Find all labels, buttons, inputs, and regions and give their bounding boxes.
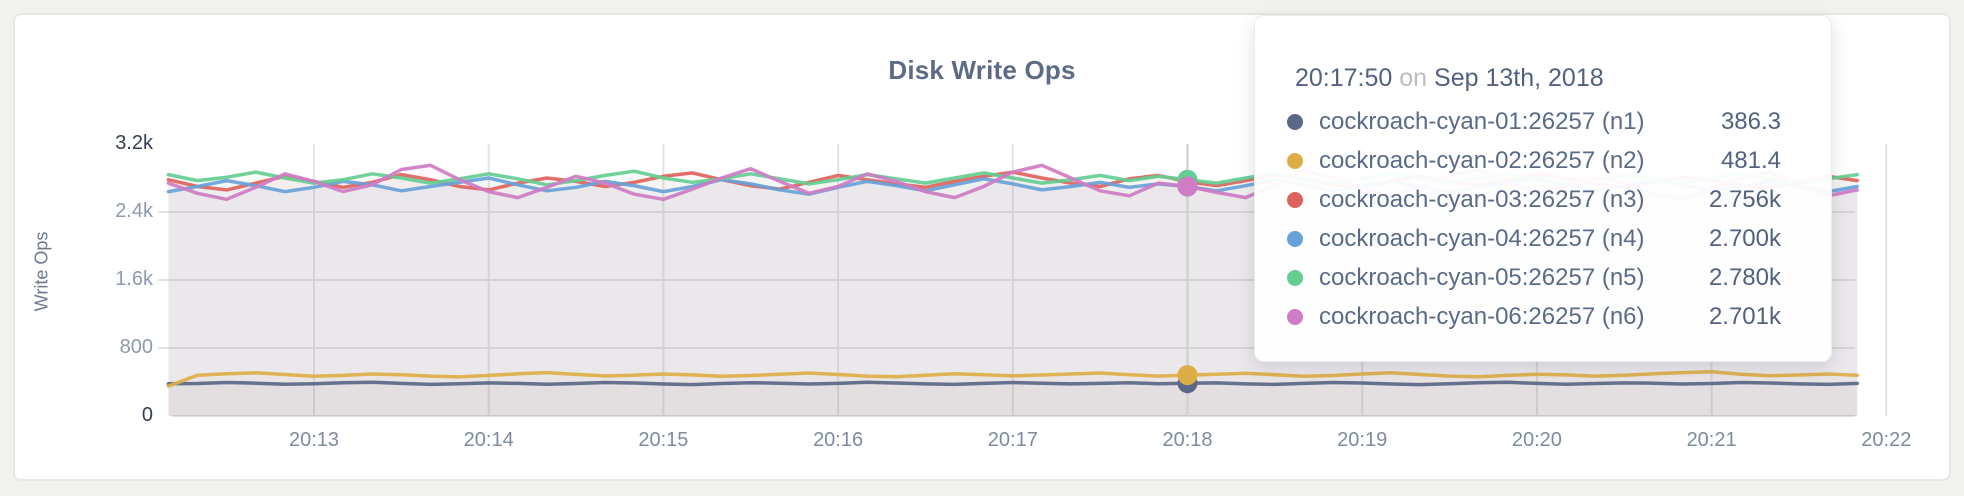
series-line <box>166 380 1859 387</box>
chart-card: Disk Write Ops Write Ops 0 800 1.6k 2.4k 3.2… <box>13 13 1951 481</box>
tooltip-series-label: cockroach-cyan-03:26257 (n3) <box>1319 185 1645 213</box>
hover-dot <box>1177 176 1198 197</box>
x-tick-label: 20:14 <box>463 429 514 451</box>
x-tick-label: 20:17 <box>987 429 1038 451</box>
tooltip-series-value: 2.700k <box>1708 224 1781 252</box>
x-tick-label: 20:21 <box>1686 429 1737 451</box>
tooltip-series-value: 481.4 <box>1720 146 1781 174</box>
tooltip-series-label: cockroach-cyan-05:26257 (n5) <box>1319 263 1645 291</box>
y-tick-label: 3.2k <box>115 132 153 154</box>
series-color-dot-icon <box>1287 230 1303 247</box>
series-color-dot-icon <box>1287 308 1303 325</box>
x-tick-label: 20:13 <box>288 429 340 451</box>
tooltip-series-label: cockroach-cyan-01:26257 (n1) <box>1319 107 1645 135</box>
tooltip-time: 20:17:50 <box>1295 64 1393 92</box>
tooltip-series-value: 2.756k <box>1708 185 1781 213</box>
tooltip-header: 20:17:50 on Sep 13th, 2018 <box>1295 64 1604 93</box>
x-tick-label: 20:22 <box>1861 429 1912 451</box>
tooltip-series-label: cockroach-cyan-04:26257 (n4) <box>1319 224 1645 252</box>
tooltip-row: cockroach-cyan-03:26257 (n3) 2.756k <box>1255 180 1831 219</box>
tooltip-date: Sep 13th, 2018 <box>1434 64 1604 92</box>
tooltip-row: cockroach-cyan-06:26257 (n6) 2.701k <box>1255 297 1831 336</box>
series-color-dot-icon <box>1287 152 1303 169</box>
tooltip-rows: cockroach-cyan-01:26257 (n1) 386.3 cockroa… <box>1255 102 1831 336</box>
x-tick-label: 20:19 <box>1337 429 1388 451</box>
tooltip-series-value: 2.701k <box>1708 302 1781 330</box>
y-tick-label: 2.4k <box>115 200 153 222</box>
x-tick-label: 20:15 <box>638 429 689 451</box>
tooltip-row: cockroach-cyan-01:26257 (n1) 386.3 <box>1255 102 1831 141</box>
y-tick-label: 1.6k <box>115 268 153 290</box>
tooltip-series-label: cockroach-cyan-06:26257 (n6) <box>1319 302 1645 330</box>
x-tick-label: 20:18 <box>1162 429 1213 451</box>
chart-title: Disk Write Ops <box>888 55 1076 85</box>
y-tick-label: 800 <box>119 336 153 358</box>
series-color-dot-icon <box>1287 269 1303 286</box>
series-area <box>168 382 1858 416</box>
x-tick-label: 20:16 <box>813 429 864 451</box>
series-color-dot-icon <box>1287 113 1303 130</box>
tooltip-series-label: cockroach-cyan-02:26257 (n2) <box>1319 146 1645 174</box>
tooltip-row: cockroach-cyan-04:26257 (n4) 2.700k <box>1255 219 1831 258</box>
series-line <box>166 370 1859 388</box>
hover-tooltip: 20:17:50 on Sep 13th, 2018 cockroach-cya… <box>1254 15 1832 362</box>
y-tick-label: 0 <box>141 404 153 426</box>
hover-dot <box>1177 365 1198 386</box>
x-tick-label: 20:20 <box>1511 429 1562 451</box>
series-color-dot-icon <box>1287 191 1303 208</box>
tooltip-row: cockroach-cyan-02:26257 (n2) 481.4 <box>1255 141 1831 180</box>
tooltip-series-value: 2.780k <box>1708 263 1781 291</box>
tooltip-row: cockroach-cyan-05:26257 (n5) 2.780k <box>1255 258 1831 297</box>
tooltip-series-value: 386.3 <box>1720 107 1781 135</box>
tooltip-conjunction: on <box>1399 64 1428 92</box>
